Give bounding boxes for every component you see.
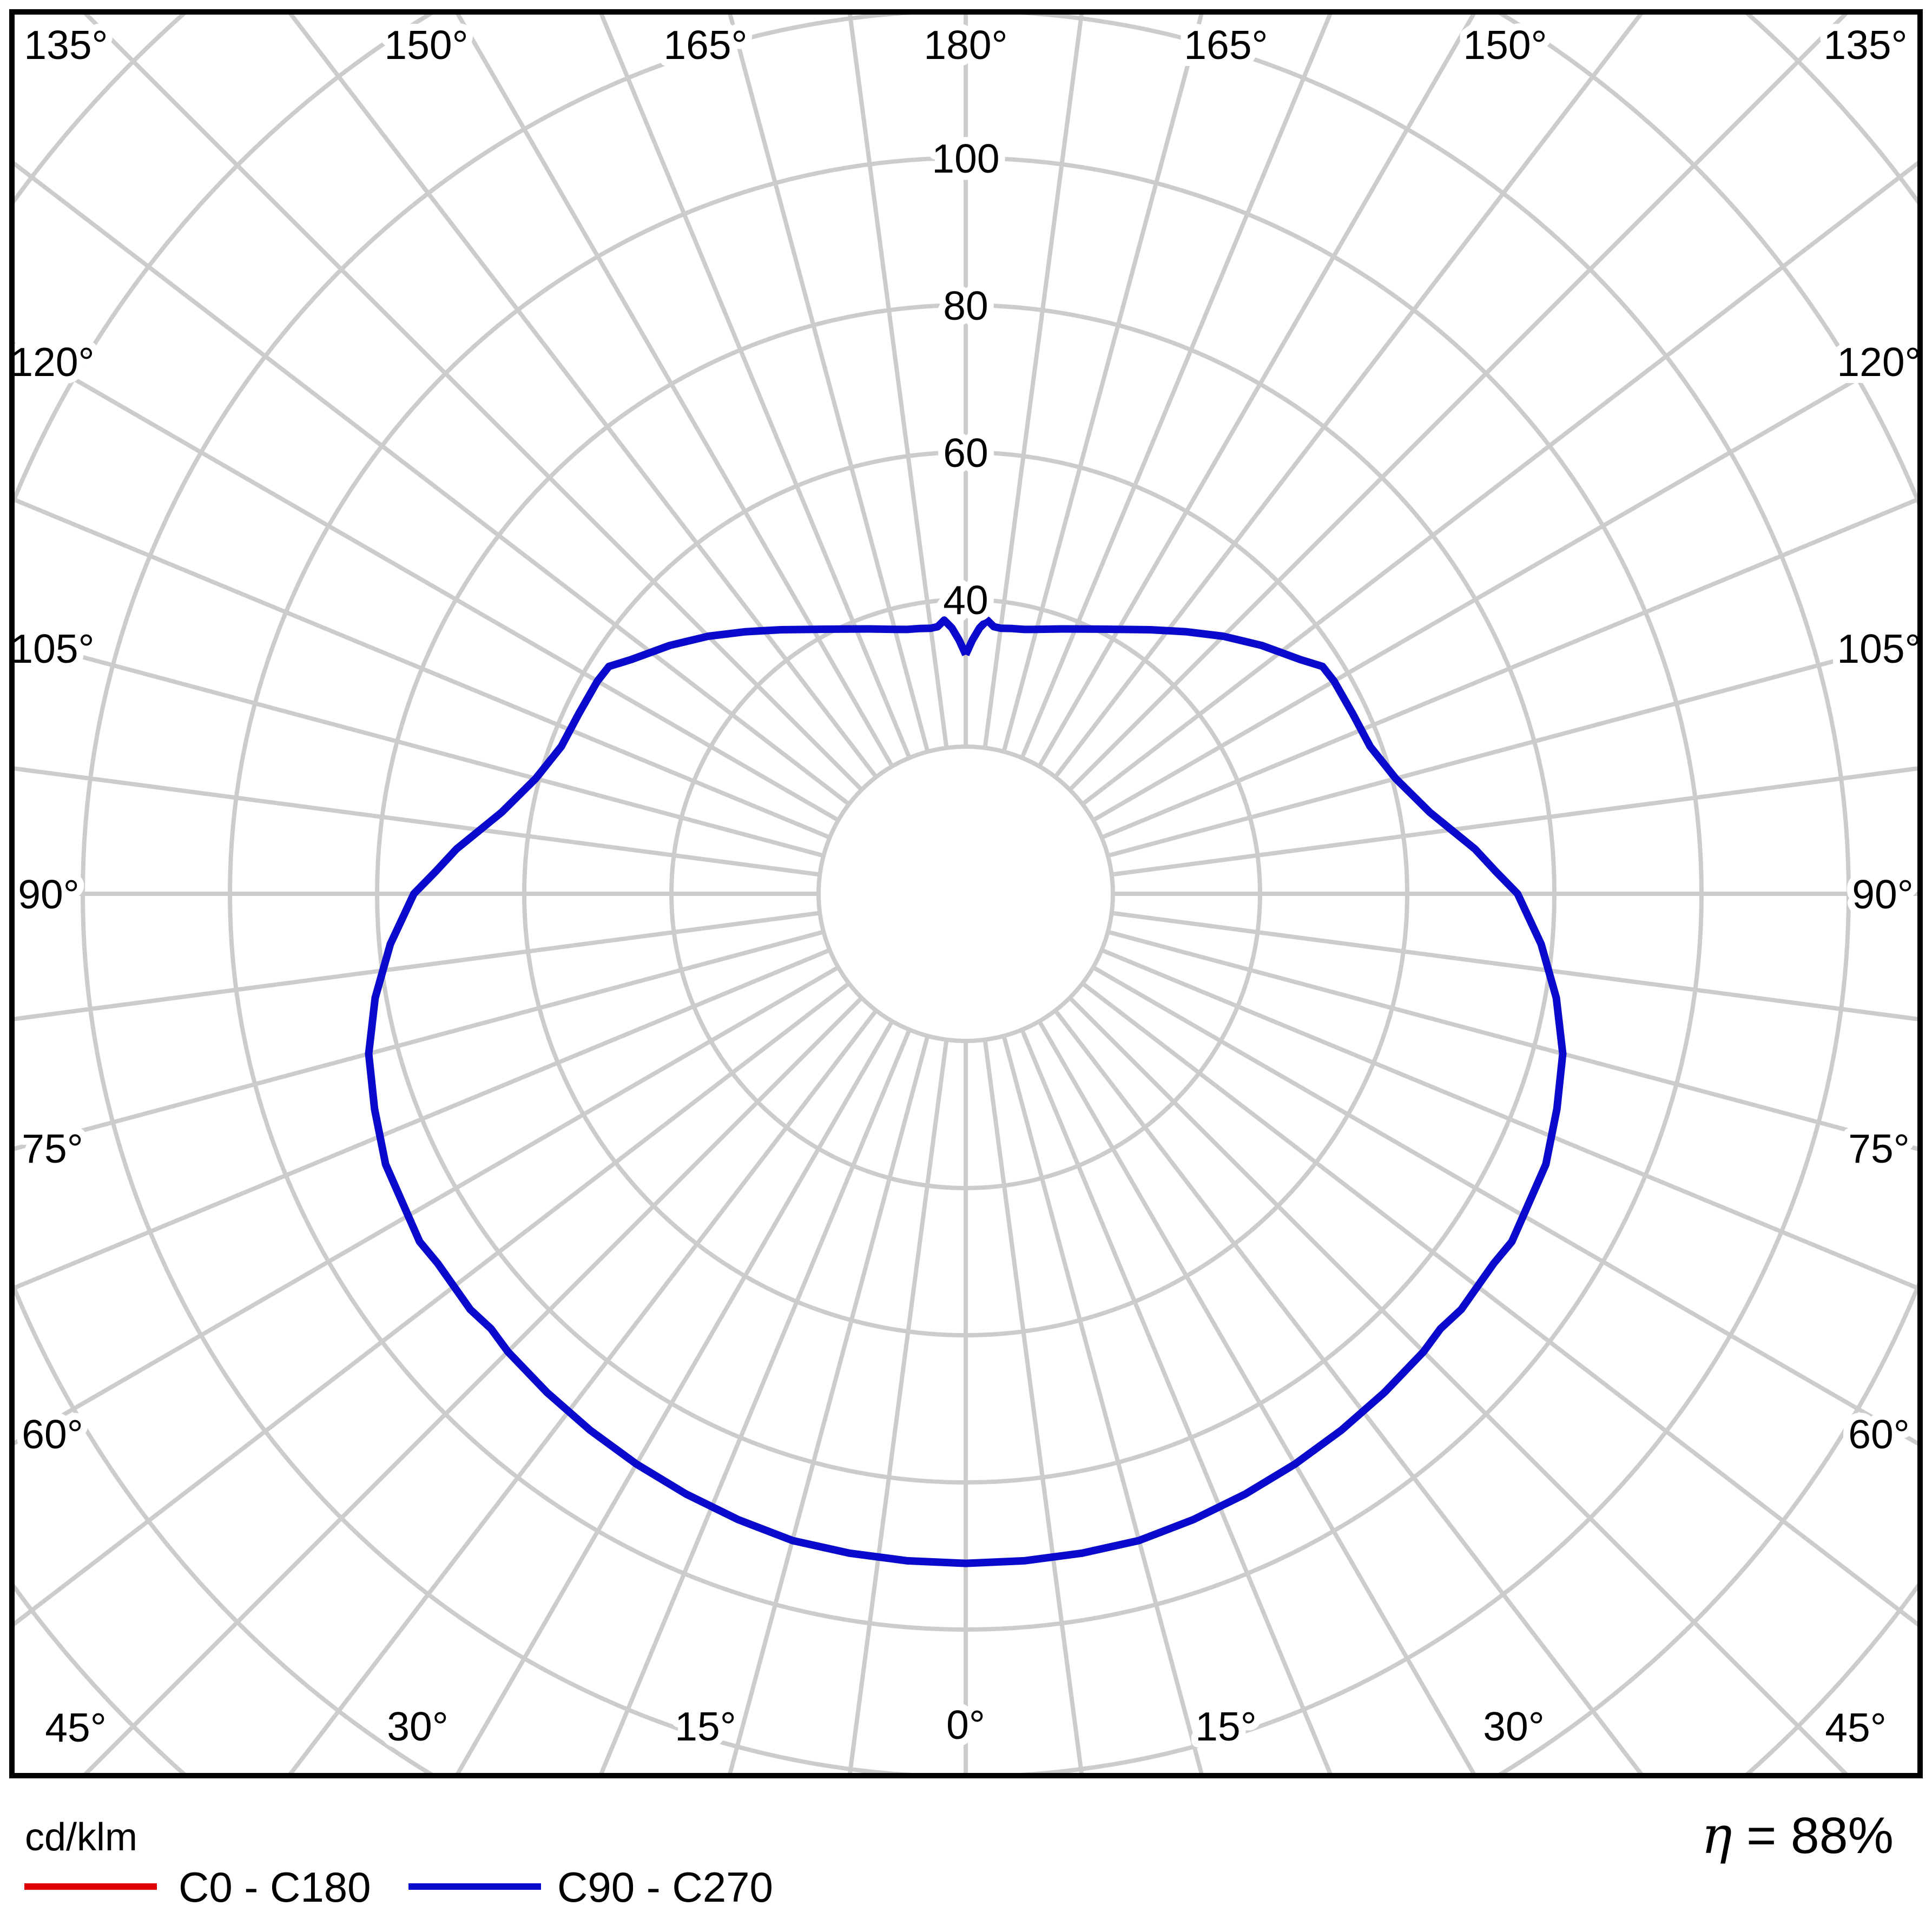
grid-spoke-150 xyxy=(1037,15,1476,768)
grid-spoke-157.5 xyxy=(1020,15,1333,759)
legend-label-c0-c180: C0 - C180 xyxy=(179,1863,371,1911)
grid-spoke-277.5 xyxy=(15,911,820,1021)
radial-label-60: 60 xyxy=(943,430,988,476)
grid-spoke-45 xyxy=(1068,996,1848,1773)
grid-spoke-352.5 xyxy=(848,1039,949,1773)
grid-spoke-105 xyxy=(1107,636,1917,858)
angle-label-135: 135° xyxy=(1823,22,1907,68)
angle-label-60: 60° xyxy=(1848,1412,1909,1457)
grid-spoke-285 xyxy=(15,929,825,1151)
grid-spoke-255 xyxy=(15,636,825,858)
grid-spoke-97.5 xyxy=(1111,766,1917,877)
grid-spoke-187.5 xyxy=(848,15,949,748)
grid-spoke-337.5 xyxy=(599,1028,912,1773)
angle-label-45: 45° xyxy=(45,1705,106,1750)
grid-spoke-30 xyxy=(1037,1020,1476,1773)
legend-label-c90-c270: C90 - C270 xyxy=(557,1863,773,1911)
radial-axis-labels: 40 60 80 100 xyxy=(925,129,1006,630)
grid-spoke-75 xyxy=(1107,929,1917,1151)
radial-label-80: 80 xyxy=(943,283,988,328)
angle-label-180: 180° xyxy=(924,22,1007,68)
grid-spoke-300 xyxy=(15,965,840,1446)
angle-label-75: 75° xyxy=(1848,1126,1909,1171)
grid-spoke-15 xyxy=(1001,1035,1204,1773)
angle-label-30: 30° xyxy=(387,1704,448,1749)
angle-label-150: 150° xyxy=(1463,22,1547,68)
angle-label-0: 0° xyxy=(946,1702,985,1748)
distribution-curves xyxy=(365,616,1567,1567)
angle-label-45: 45° xyxy=(1825,1705,1886,1750)
units-label: cd/klm xyxy=(25,1816,137,1859)
grid-spoke-315 xyxy=(83,996,863,1773)
grid-spoke-202.5 xyxy=(599,15,912,759)
angle-label-135: 135° xyxy=(24,22,108,68)
grid-spoke-225 xyxy=(83,15,863,792)
curve-C90-C270 xyxy=(365,616,1567,1567)
angle-label-15: 15° xyxy=(675,1704,736,1749)
grid-spoke-22.5 xyxy=(1020,1028,1333,1773)
grid-spoke-240 xyxy=(15,342,840,822)
grid-spoke-345 xyxy=(728,1035,930,1773)
angle-label-150: 150° xyxy=(384,22,468,68)
grid-spoke-247.5 xyxy=(15,497,831,840)
grid-spoke-307.5 xyxy=(15,981,850,1627)
grid-spoke-172.5 xyxy=(983,15,1084,748)
angle-label-60: 60° xyxy=(22,1412,83,1457)
chart-border xyxy=(9,9,1923,1778)
angle-label-90: 90° xyxy=(1852,872,1913,917)
grid-spoke-135 xyxy=(1068,15,1848,792)
grid-spoke-67.5 xyxy=(1100,948,1917,1290)
angle-label-120: 120° xyxy=(1837,339,1921,385)
angle-label-105: 105° xyxy=(1837,626,1921,671)
grid-spoke-60 xyxy=(1092,965,1917,1446)
grid-spoke-262.5 xyxy=(15,766,820,877)
grid-spoke-120 xyxy=(1092,341,1917,822)
angle-label-165: 165° xyxy=(663,22,747,68)
angle-label-165: 165° xyxy=(1184,22,1268,68)
grid-spoke-232.5 xyxy=(15,161,850,806)
grid-spoke-82.5 xyxy=(1111,911,1917,1021)
grid-spoke-52.5 xyxy=(1081,981,1917,1627)
angle-label-90: 90° xyxy=(18,872,79,917)
grid-spoke-127.5 xyxy=(1081,161,1917,806)
grid-spoke-37.5 xyxy=(1053,1009,1643,1773)
grid-spoke-322.5 xyxy=(288,1009,878,1773)
grid-spoke-330 xyxy=(456,1020,894,1773)
efficiency-label: η = 88% xyxy=(1702,1806,1894,1865)
angle-label-105: 105° xyxy=(10,626,94,671)
radial-label-40: 40 xyxy=(943,577,988,623)
grid-spoke-210 xyxy=(456,15,894,768)
grid-spoke-142.5 xyxy=(1053,15,1643,779)
grid-spoke-165 xyxy=(1001,15,1204,753)
grid-spoke-217.5 xyxy=(288,15,878,779)
angle-label-120: 120° xyxy=(10,339,94,385)
legend: cd/klm C0 - C180 C90 - C270 η = 88% xyxy=(24,1806,1894,1911)
grid-spoke-7.5 xyxy=(983,1039,1084,1773)
grid-spoke-292.5 xyxy=(15,948,831,1290)
angle-label-75: 75° xyxy=(22,1126,83,1171)
radial-label-100: 100 xyxy=(932,136,999,181)
grid-spoke-195 xyxy=(728,15,930,753)
grid-spoke-112.5 xyxy=(1100,497,1917,840)
angle-label-30: 30° xyxy=(1483,1704,1544,1749)
angle-axis-labels: 0° 15° 15° 30° 30° 45° 45° 60° 60° 75° 75° 90° 90° 10… xyxy=(3,15,1928,1757)
angle-label-15: 15° xyxy=(1195,1704,1256,1749)
